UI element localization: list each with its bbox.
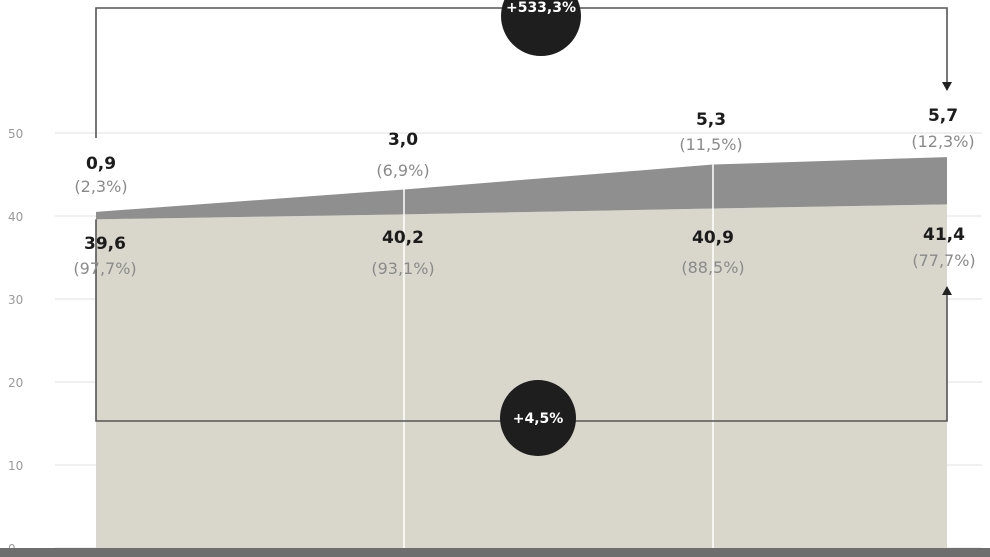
lower-share-label: (77,7%): [912, 251, 975, 270]
upper-value-label: 5,3: [696, 110, 726, 130]
baseline-bar: [0, 548, 990, 557]
lower-share-label: (97,7%): [73, 259, 136, 278]
change-badges: +533,3% +4,5%: [500, 0, 581, 456]
lower-share-label: (88,5%): [681, 258, 744, 277]
upper-share-label: (12,3%): [911, 132, 974, 151]
y-axis-ticks: 01020304050: [8, 127, 23, 556]
top-change-badge-text: +533,3%: [506, 0, 576, 16]
y-tick-label: 50: [8, 127, 23, 141]
data-labels: 39,6 (97,7%) 40,2 (93,1%) 40,9 (88,5%) 41,4 (77…: [73, 106, 975, 278]
y-tick-label: 20: [8, 376, 23, 390]
y-tick-label: 40: [8, 210, 23, 224]
bottom-arrowhead: [942, 286, 952, 295]
lower-value-label: 40,9: [692, 228, 734, 248]
upper-share-label: (11,5%): [679, 135, 742, 154]
area-series-lower: [96, 204, 947, 548]
y-tick-label: 30: [8, 293, 23, 307]
lower-value-label: 41,4: [923, 225, 965, 245]
bottom-change-badge-text: +4,5%: [513, 411, 564, 427]
vertical-dividers: [403, 164, 714, 548]
lower-value-label: 40,2: [382, 228, 424, 248]
top-change-badge: [501, 0, 581, 56]
upper-value-label: 3,0: [388, 130, 418, 150]
y-tick-label: 10: [8, 459, 23, 473]
area-series-upper: [96, 157, 947, 220]
area-layer: [96, 157, 947, 548]
lower-value-label: 39,6: [84, 234, 126, 254]
upper-value-label: 0,9: [86, 154, 116, 174]
bottom-change-badge: [500, 380, 576, 456]
upper-value-label: 5,7: [928, 106, 958, 126]
lower-share-label: (93,1%): [371, 259, 434, 278]
upper-share-label: (6,9%): [376, 161, 429, 180]
upper-share-label: (2,3%): [74, 177, 127, 196]
top-arrowhead: [942, 82, 952, 91]
